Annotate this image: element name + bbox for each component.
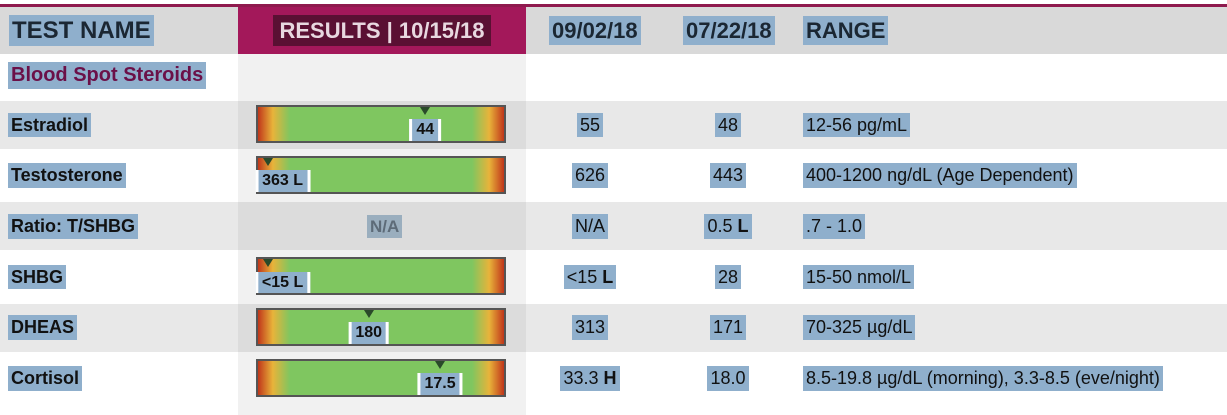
header-range-cell: RANGE bbox=[803, 7, 889, 54]
section-title: Blood Spot Steroids bbox=[8, 62, 207, 89]
prev-result-2: 28 bbox=[714, 264, 742, 290]
prev-result-2: 18.0 bbox=[707, 366, 749, 391]
result-value: <15 L bbox=[254, 271, 311, 294]
table-row: Ratio: T/SHBG N/A N/A 0.5 L .7 - 1.0 bbox=[0, 202, 1227, 251]
range-text: 12-56 pg/mL bbox=[803, 112, 911, 138]
test-name-cell: Estradiol bbox=[8, 101, 92, 149]
range-text: 8.5-19.8 µg/dL (morning), 3.3-8.5 (eve/n… bbox=[803, 366, 1163, 391]
range-text: 15-50 nmol/L bbox=[803, 264, 915, 290]
prev-result-1-cell: <15 L bbox=[540, 253, 640, 301]
prev-result-1-cell: N/A bbox=[540, 202, 640, 250]
prev-result-1: 33.3 H bbox=[560, 366, 620, 391]
range-text: .7 - 1.0 bbox=[803, 214, 866, 239]
result-gauge-bar: 180 bbox=[256, 307, 506, 346]
prev-result-2-cell: 28 bbox=[678, 253, 778, 301]
range-text: 400-1200 ng/dL (Age Dependent) bbox=[803, 163, 1077, 189]
table-row: SHBG <15 L <15 L 28 15-50 nmol/L bbox=[0, 253, 1227, 301]
gauge-marker-icon bbox=[363, 309, 374, 318]
prev-result-2: 171 bbox=[709, 315, 747, 341]
table-row: Cortisol 17.5 33.3 H 18.0 8.5-19.8 µg/dL (mo… bbox=[0, 355, 1227, 403]
result-value: 363 L bbox=[255, 170, 311, 192]
prev-result-1-cell: 55 bbox=[540, 101, 640, 149]
range-cell: .7 - 1.0 bbox=[803, 202, 866, 250]
test-name: Ratio: T/SHBG bbox=[8, 214, 138, 239]
header-date2-cell: 07/22/18 bbox=[683, 7, 775, 54]
prev-result-2-flag: L bbox=[737, 216, 749, 237]
result-gauge-bar: 44 bbox=[256, 105, 506, 143]
prev-result-1-cell: 626 bbox=[540, 152, 640, 200]
prev-result-1: 55 bbox=[576, 112, 604, 138]
test-name-cell: Cortisol bbox=[8, 355, 83, 403]
range-cell: 15-50 nmol/L bbox=[803, 253, 915, 301]
prev-result-2-cell: 48 bbox=[678, 101, 778, 149]
header-test-name-cell: TEST NAME bbox=[0, 7, 238, 54]
test-name: SHBG bbox=[8, 264, 67, 290]
prev-result-2-cell: 171 bbox=[678, 304, 778, 352]
test-name: DHEAS bbox=[8, 315, 78, 341]
header-date2: 07/22/18 bbox=[683, 15, 775, 46]
prev-result-1-cell: 313 bbox=[540, 304, 640, 352]
prev-result-2-cell: 443 bbox=[678, 152, 778, 200]
header-date1: 09/02/18 bbox=[549, 15, 641, 46]
prev-result-2-cell: 0.5 L bbox=[678, 202, 778, 250]
prev-result-1-flag: H bbox=[603, 368, 617, 389]
top-accent-line bbox=[0, 4, 1227, 7]
result-gauge-bar: 17.5 bbox=[256, 358, 506, 397]
test-name-cell: SHBG bbox=[8, 253, 67, 301]
prev-result-1: <15 L bbox=[563, 264, 617, 290]
range-cell: 12-56 pg/mL bbox=[803, 101, 911, 149]
prev-result-1-flag: L bbox=[602, 266, 614, 287]
header-results-cell: RESULTS | 10/15/18 bbox=[238, 7, 526, 54]
test-name-cell: Ratio: T/SHBG bbox=[8, 202, 138, 250]
result-value: 180 bbox=[348, 322, 390, 344]
prev-result-2: 0.5 L bbox=[704, 214, 752, 239]
gauge-marker-icon bbox=[435, 360, 446, 369]
test-name-cell: Testosterone bbox=[8, 152, 126, 200]
header-range: RANGE bbox=[803, 15, 889, 46]
prev-result-1: 313 bbox=[571, 315, 609, 341]
prev-result-2: 48 bbox=[714, 112, 742, 138]
gauge-marker-icon bbox=[262, 157, 273, 166]
gauge-marker-icon bbox=[262, 259, 273, 268]
result-value-cell: N/A bbox=[367, 202, 403, 250]
range-cell: 400-1200 ng/dL (Age Dependent) bbox=[803, 152, 1077, 200]
table-row: Estradiol 44 55 48 12-56 pg/mL bbox=[0, 101, 1227, 149]
prev-result-1-cell: 33.3 H bbox=[540, 355, 640, 403]
result-value: 44 bbox=[409, 119, 442, 141]
prev-result-2-cell: 18.0 bbox=[678, 355, 778, 403]
range-cell: 70-325 µg/dL bbox=[803, 304, 916, 352]
result-gauge-bar: 363 L bbox=[255, 155, 506, 194]
prev-result-1: N/A bbox=[571, 214, 608, 239]
range-text: 70-325 µg/dL bbox=[803, 315, 916, 341]
header-date1-cell: 09/02/18 bbox=[549, 7, 641, 54]
result-gauge-bar: <15 L bbox=[254, 257, 506, 296]
test-name: Testosterone bbox=[8, 163, 126, 189]
test-name-cell: DHEAS bbox=[8, 304, 78, 352]
table-row: DHEAS 180 313 171 70-325 µg/dL bbox=[0, 303, 1227, 352]
prev-result-2: 443 bbox=[709, 163, 747, 189]
test-name: Estradiol bbox=[8, 112, 92, 138]
test-name: Cortisol bbox=[8, 366, 83, 391]
prev-result-1: 626 bbox=[571, 163, 609, 189]
header-results: RESULTS | 10/15/18 bbox=[273, 14, 491, 47]
section-title-text: Blood Spot Steroids bbox=[8, 62, 207, 89]
header-test-name: TEST NAME bbox=[9, 14, 154, 47]
gauge-marker-icon bbox=[420, 107, 431, 115]
result-value: 17.5 bbox=[417, 372, 463, 395]
result-value: N/A bbox=[367, 214, 403, 239]
range-cell: 8.5-19.8 µg/dL (morning), 3.3-8.5 (eve/n… bbox=[803, 355, 1163, 403]
table-row: Testosterone 363 L 626 443 400-1200 ng/dL (A… bbox=[0, 152, 1227, 200]
